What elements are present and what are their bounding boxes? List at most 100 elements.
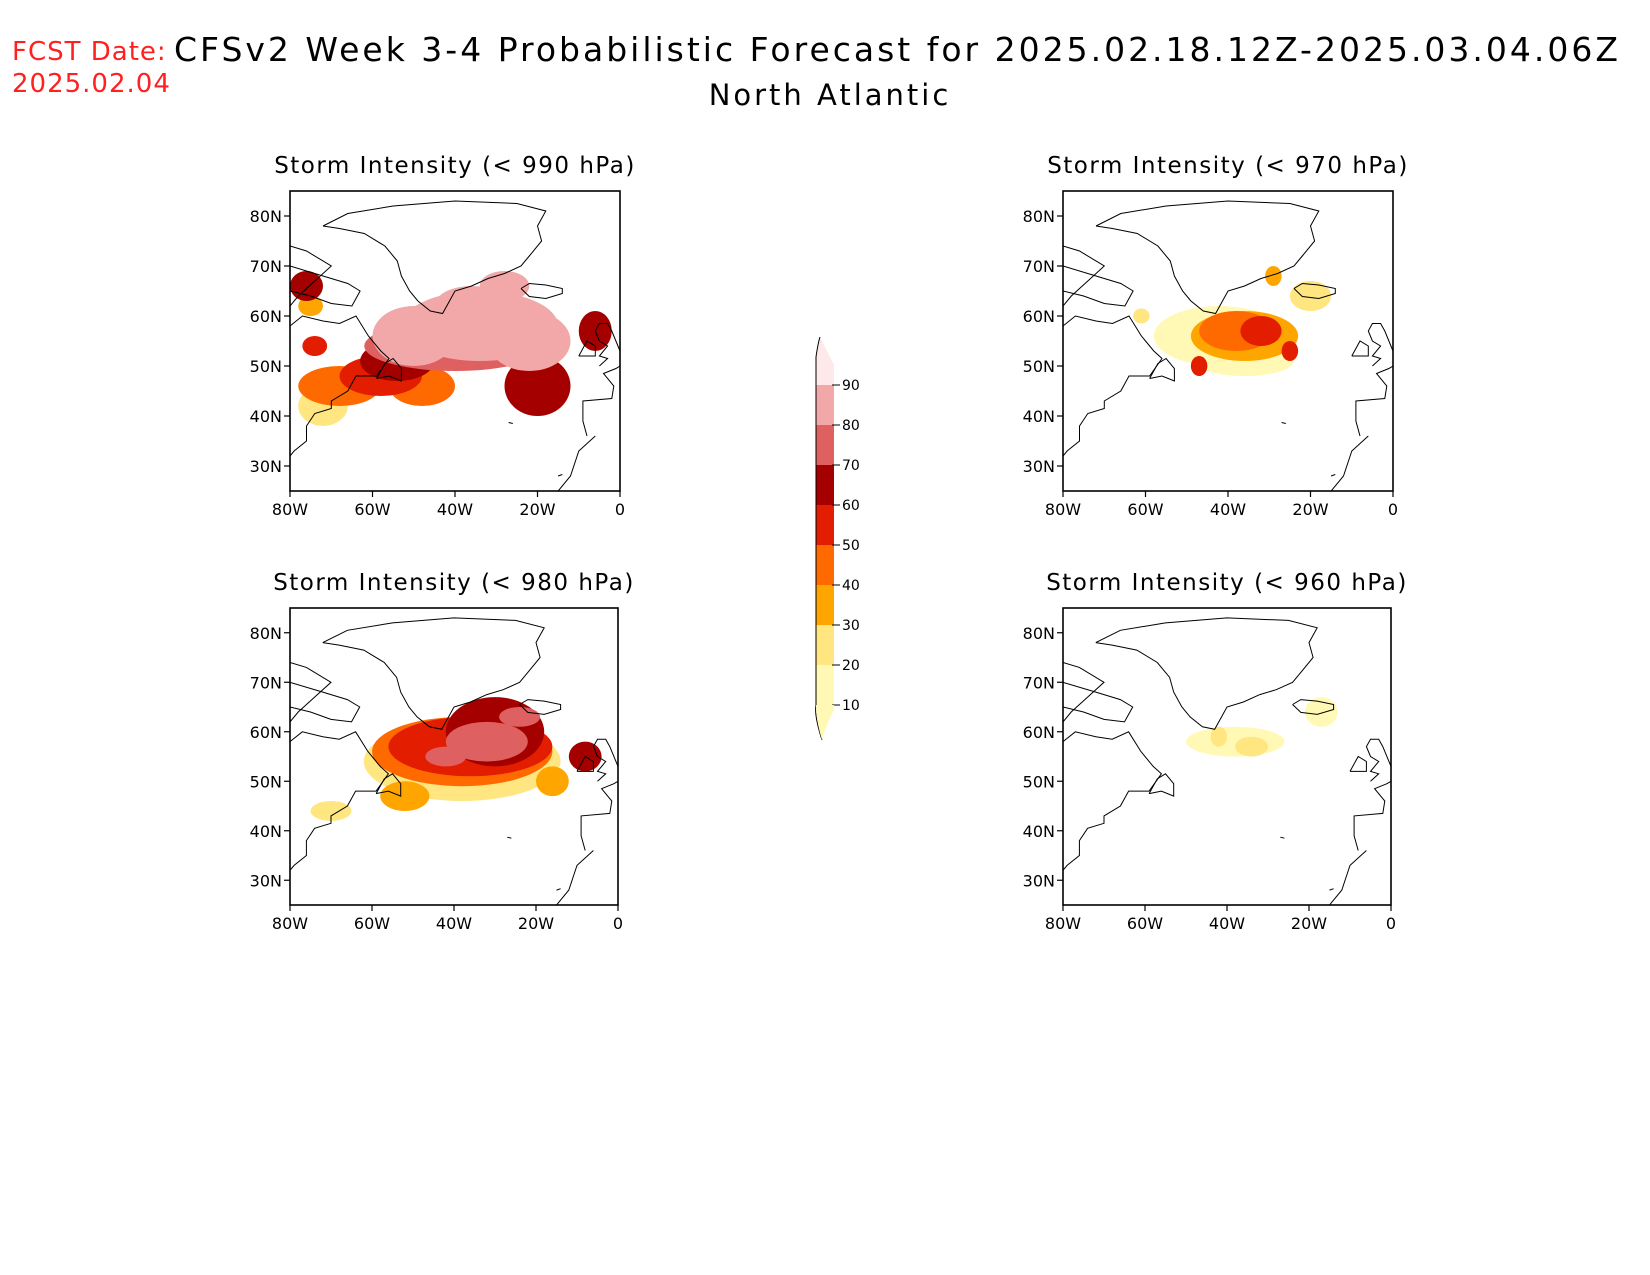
lon-tick-label: 20W (519, 500, 555, 519)
lon-tick-label: 80W (1045, 500, 1081, 519)
probability-patch (504, 356, 571, 416)
fcst-label: FCST Date: (12, 37, 167, 67)
lon-tick-label: 60W (1127, 914, 1163, 933)
lon-tick-label: 40W (1209, 914, 1245, 933)
colorbar-label: 40 (842, 578, 860, 594)
map-panel-p970: Storm Intensity (< 970 hPa) 80N 70N 60N 50N 4… (1023, 153, 1409, 519)
lon-tick-label: 20W (1292, 500, 1328, 519)
coastline-canada (1063, 245, 1106, 307)
probability-field (1133, 266, 1332, 376)
coastline-newfoundland (375, 773, 402, 797)
lon-tick-label: 60W (354, 500, 390, 519)
coastline-africa (1330, 435, 1369, 491)
lon-tick-label: 80W (272, 914, 308, 933)
coastline-labrador (290, 731, 390, 871)
coastline-iceland (520, 282, 563, 300)
coastline-greenland (1095, 200, 1320, 315)
probability-patch (536, 766, 569, 797)
probability-field (310, 697, 602, 821)
coastline-canary (1330, 474, 1336, 477)
lon-tick-label: 20W (518, 914, 554, 933)
panel-title: Storm Intensity (< 970 hPa) (1047, 153, 1409, 179)
lon-tick-label: 20W (1291, 914, 1327, 933)
coastline-azores (1281, 422, 1286, 424)
probability-patch (445, 721, 528, 762)
lon-tick-label: 0 (1388, 500, 1398, 519)
colorbar-label: 80 (842, 418, 860, 434)
coastline-europe (1355, 365, 1393, 437)
colorbar-segment (816, 425, 834, 465)
coastline-greenland (1095, 617, 1318, 730)
probability-patch (1186, 726, 1285, 757)
coastline-europe (582, 365, 620, 437)
colorbar-segment (816, 545, 834, 585)
coastline-canary (557, 474, 563, 477)
lat-tick-label: 70N (1023, 673, 1055, 692)
coastline-newfoundland (376, 357, 402, 382)
lon-tick-label: 60W (354, 914, 390, 933)
probability-patch (425, 746, 467, 767)
lat-tick-label: 30N (250, 457, 282, 476)
lon-tick-label: 0 (615, 500, 625, 519)
coastline-africa (555, 850, 594, 905)
probability-patch (1133, 308, 1150, 324)
coastline-canary (556, 888, 561, 891)
coastline-africa (1328, 850, 1367, 905)
lat-tick-label: 40N (1023, 822, 1055, 841)
colorbar-segment (816, 385, 834, 425)
coastline-baffin (290, 681, 361, 723)
coastline-africa (557, 435, 596, 491)
lat-tick-label: 70N (1023, 257, 1055, 276)
probability-patch (1190, 356, 1208, 376)
lat-tick-label: 50N (250, 772, 282, 791)
region-title: North Atlantic (708, 78, 952, 112)
lon-tick-label: 80W (272, 500, 308, 519)
probability-patch (1289, 281, 1332, 311)
colorbar-label: 70 (842, 458, 860, 474)
lat-tick-label: 30N (1023, 457, 1055, 476)
lat-tick-label: 50N (1023, 357, 1055, 376)
lat-tick-label: 40N (1023, 407, 1055, 426)
probability-patch (434, 286, 509, 326)
colorbar-segment (816, 337, 834, 385)
lat-tick-label: 60N (1023, 723, 1055, 742)
colorbar: 10 20 30 40 50 60 70 80 90 (815, 336, 860, 741)
probability-patch (1235, 736, 1268, 757)
probability-patch (310, 801, 352, 821)
colorbar-label: 30 (842, 618, 860, 634)
coastlines (1063, 617, 1391, 905)
coastline-iceland (1293, 282, 1336, 300)
probability-patch (1304, 697, 1338, 727)
probability-field (1186, 697, 1338, 757)
probability-patch (1240, 316, 1282, 346)
coastline-uk (594, 323, 620, 367)
coastline-ireland (1351, 340, 1369, 357)
coastline-uk (1365, 738, 1391, 782)
coastline-ireland (1349, 755, 1367, 772)
coastline-baffin (1063, 681, 1134, 723)
fcst-date-block: FCST Date: 2025.02.04 (12, 36, 171, 100)
colorbar-segment (816, 585, 834, 625)
lat-tick-label: 70N (250, 673, 282, 692)
coastlines (1063, 200, 1393, 491)
map-panel-p960: Storm Intensity (< 960 hPa) 80N 70N 60N 50N 4… (1023, 570, 1407, 933)
coastline-baffin (290, 265, 361, 307)
fcst-date: 2025.02.04 (12, 69, 171, 99)
coastline-iceland (1292, 699, 1335, 715)
coastline-azores (508, 422, 513, 424)
map-panel-p980: Storm Intensity (< 980 hPa) 80N 70N 60N 50N 4… (250, 570, 634, 933)
probability-patch (290, 271, 323, 301)
coastline-europe (1353, 780, 1391, 851)
colorbar-cap (816, 705, 834, 740)
coastline-greenland (322, 617, 545, 730)
probability-patch (1265, 266, 1282, 286)
coastline-labrador (1063, 731, 1163, 871)
lat-tick-label: 30N (250, 871, 282, 890)
probability-patch (380, 781, 430, 811)
coastline-baffin (1063, 265, 1134, 307)
coastlines (290, 617, 618, 905)
probability-patch (499, 707, 541, 727)
colorbar-segment (816, 505, 834, 545)
lon-tick-label: 40W (437, 500, 473, 519)
coastline-labrador (290, 315, 390, 457)
